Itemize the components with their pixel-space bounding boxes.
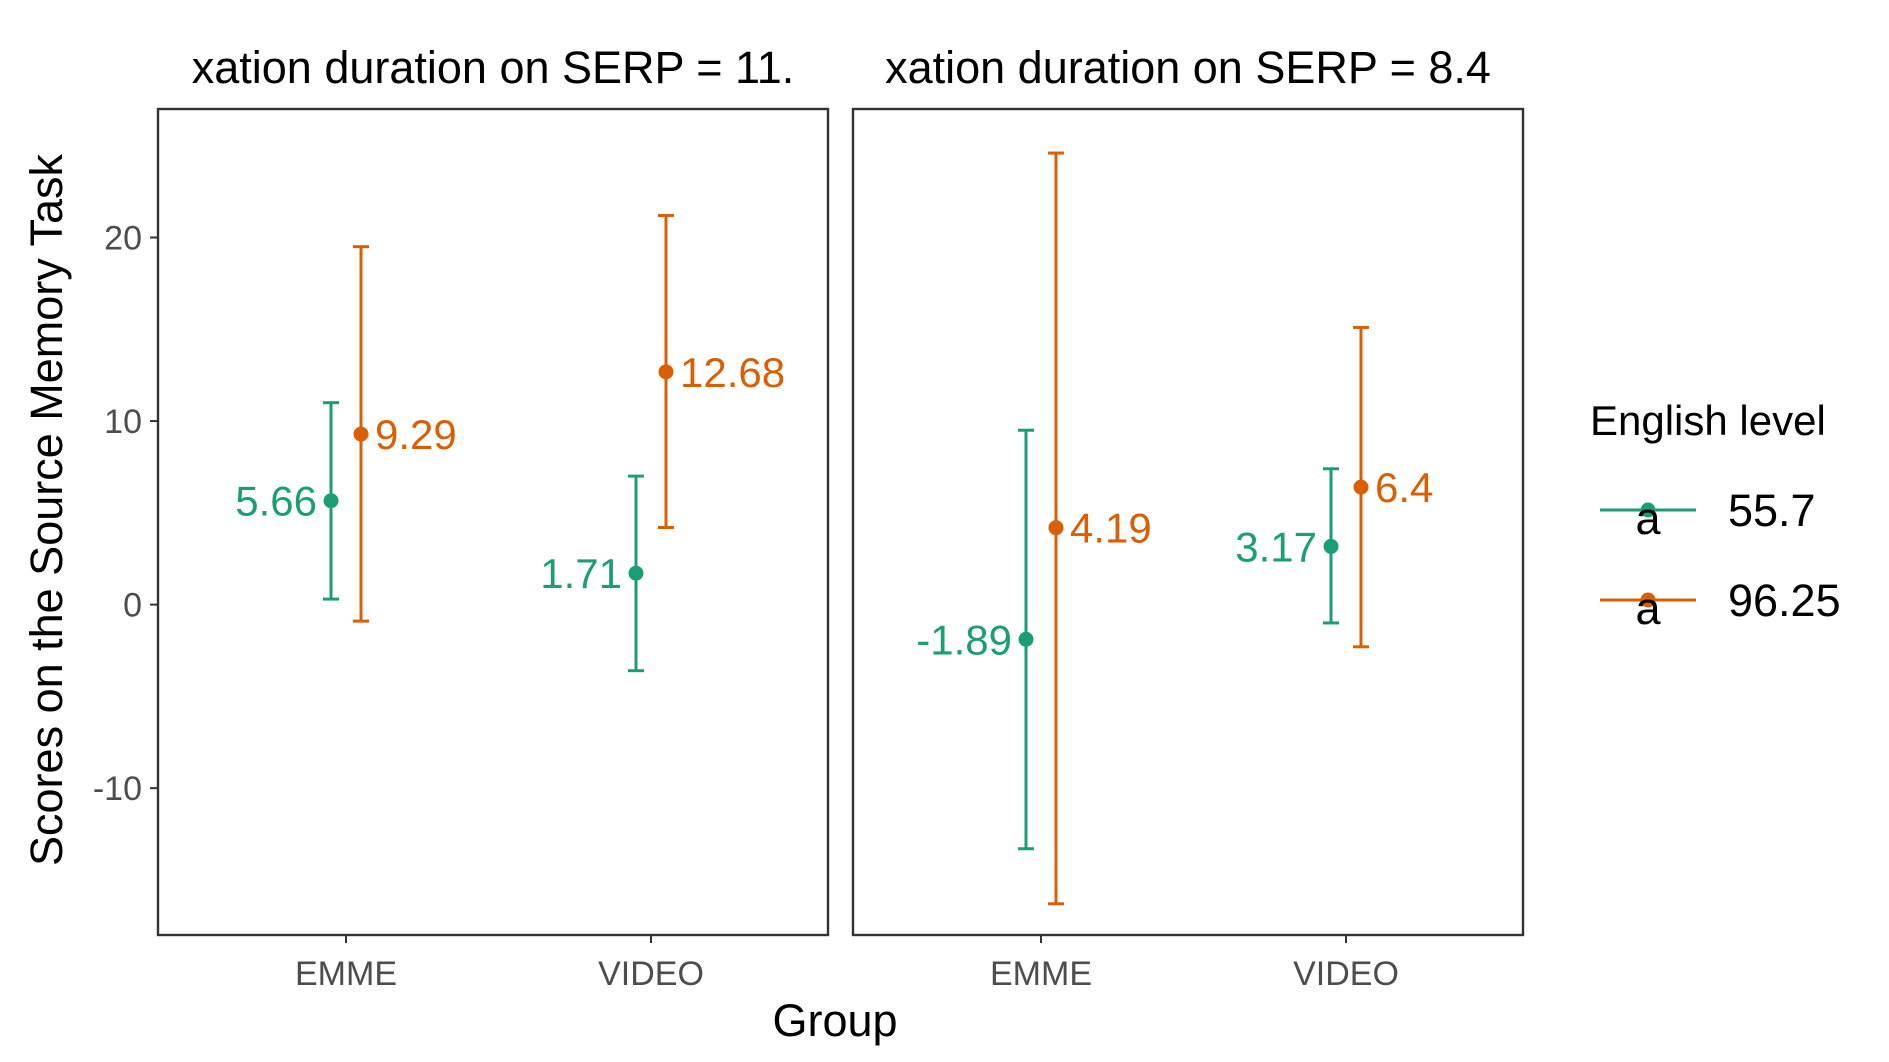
panels: xation duration on SERP = 11. -10 0 10 20 EMM… (93, 42, 1525, 993)
data-point (628, 565, 644, 581)
series-55.7: 5.66 1.71 (235, 401, 644, 673)
y-tick-label: 0 (123, 587, 142, 625)
data-point (353, 426, 369, 442)
panel-border (851, 107, 1525, 937)
series-96.25: 4.19 6.4 (1048, 151, 1433, 906)
x-tick-label: VIDEO (598, 955, 704, 993)
data-label: 1.71 (540, 550, 622, 597)
panel-border (156, 107, 830, 937)
data-label: 9.29 (375, 411, 457, 458)
data-point (658, 364, 674, 380)
x-tick-label: EMME (990, 955, 1092, 993)
panel-strip-label: xation duration on SERP = 11. (192, 42, 795, 93)
legend-keys: a 55.7 a 96.25 (1600, 485, 1841, 634)
y-tick-label: -10 (93, 770, 142, 808)
data-label: 3.17 (1235, 523, 1317, 570)
data-point (1018, 631, 1034, 647)
legend: English level a 55.7 a 96.25 (1590, 397, 1841, 634)
panel-2: xation duration on SERP = 8.4 EMME VIDEO -1… (851, 42, 1525, 993)
legend-label: 96.25 (1728, 575, 1841, 626)
data-point (323, 493, 339, 509)
legend-key-96.25: a 96.25 (1600, 575, 1841, 634)
data-point (1353, 479, 1369, 495)
data-label: 5.66 (235, 478, 317, 525)
data-label: 4.19 (1070, 505, 1152, 552)
legend-title: English level (1590, 397, 1826, 444)
data-label: 12.68 (680, 349, 785, 396)
series-55.7: -1.89 3.17 (916, 428, 1339, 851)
y-axis-title: Scores on the Source Memory Task (21, 154, 72, 866)
panel-strip-label: xation duration on SERP = 8.4 (885, 42, 1491, 93)
x-tick-label: VIDEO (1293, 955, 1399, 993)
legend-key-point (1640, 592, 1656, 608)
panel-1: xation duration on SERP = 11. -10 0 10 20 EMM… (93, 42, 830, 993)
series-96.25: 9.29 12.68 (353, 213, 785, 623)
data-point (1048, 520, 1064, 536)
legend-key-point (1640, 502, 1656, 518)
data-point (1323, 538, 1339, 554)
legend-key-55.7: a 55.7 (1600, 485, 1816, 544)
x-tick-label: EMME (295, 955, 397, 993)
y-tick-label: 10 (104, 403, 142, 441)
legend-key-glyph: a (1635, 583, 1661, 634)
y-tick-label: 20 (104, 219, 142, 257)
x-axis-title: Group (772, 995, 897, 1046)
data-label: 6.4 (1375, 464, 1433, 511)
legend-label: 55.7 (1728, 485, 1816, 536)
legend-key-glyph: a (1635, 493, 1661, 544)
data-label: -1.89 (916, 616, 1012, 663)
